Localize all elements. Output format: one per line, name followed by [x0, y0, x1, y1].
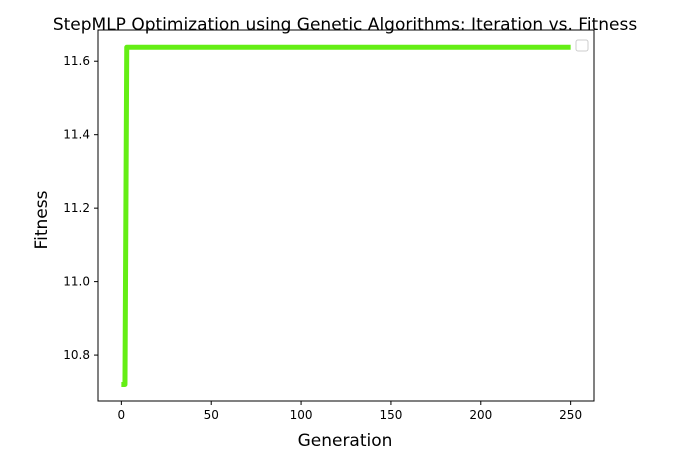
x-tick-label: 100 [290, 408, 313, 422]
y-tick-label: 11.4 [63, 128, 90, 142]
plot-area [120, 44, 571, 387]
x-axis-label: Generation [298, 431, 393, 451]
y-tick-label: 11.0 [63, 275, 90, 289]
chart-title: StepMLP Optimization using Genetic Algor… [53, 15, 637, 35]
legend [575, 39, 589, 52]
series-line-0 [120, 44, 571, 387]
y-tick-label: 11.2 [63, 201, 90, 215]
x-tick-label: 150 [379, 408, 402, 422]
x-tick-label: 0 [118, 408, 126, 422]
x-tick-label: 250 [559, 408, 582, 422]
axes-frame [97, 29, 595, 402]
x-axis-ticks: 0 50 100 150 200 250 [118, 401, 582, 422]
x-tick-label: 50 [204, 408, 219, 422]
y-tick-label: 10.8 [63, 348, 90, 362]
x-tick-label: 200 [469, 408, 492, 422]
y-axis-label: Fitness [32, 190, 52, 249]
y-axis-ticks: 10.8 11.0 11.2 11.4 11.6 [63, 54, 98, 362]
y-tick-label: 11.6 [63, 54, 90, 68]
